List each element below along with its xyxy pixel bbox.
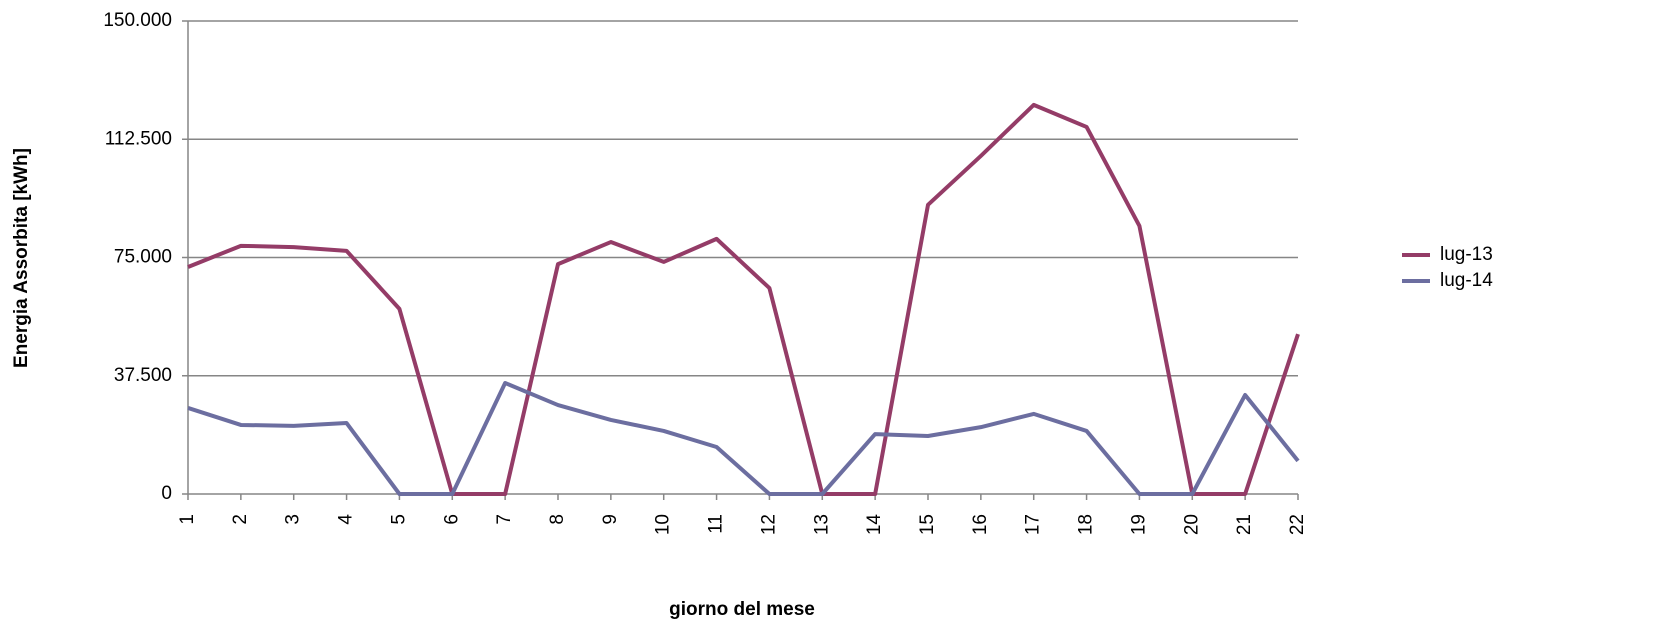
data-line	[187, 381, 1300, 496]
y-tick-label: 37.500	[114, 365, 172, 386]
x-tick-label: 9	[600, 514, 621, 525]
x-tick-label: 20	[1181, 514, 1202, 535]
x-tick-label: 18	[1076, 514, 1097, 535]
x-tick-label: 11	[706, 514, 727, 534]
x-tick-label: 10	[653, 514, 674, 535]
data-line	[187, 102, 1300, 496]
x-tick-label: 13	[811, 514, 832, 535]
x-tick-label: 14	[864, 514, 885, 536]
y-tick-label: 112.500	[105, 128, 172, 149]
x-tick-label: 2	[230, 514, 251, 525]
legend-label: lug-13	[1440, 244, 1493, 265]
x-tick-label: 17	[1023, 514, 1044, 535]
x-tick-label: 7	[494, 514, 515, 525]
x-tick-label: 1	[177, 514, 198, 525]
x-tick-label: 6	[441, 514, 462, 525]
y-tick-label: 0	[161, 483, 172, 504]
y-tick-label: 150.000	[103, 10, 172, 31]
x-tick-label: 22	[1287, 514, 1308, 535]
x-tick-label: 3	[283, 514, 304, 525]
x-tick-label: 8	[547, 514, 568, 525]
x-tick-label: 5	[388, 514, 409, 525]
x-tick-label: 16	[970, 514, 991, 535]
x-tick-label: 15	[917, 514, 938, 535]
x-tick-label: 12	[758, 514, 779, 535]
y-tick-label: 75.000	[114, 247, 172, 268]
x-tick-label: 19	[1128, 514, 1149, 535]
x-tick-label: 4	[336, 514, 357, 525]
x-tick-label: 21	[1234, 514, 1255, 535]
y-axis-title: Energia Assorbita [kWh]	[11, 148, 32, 368]
x-axis-title: giorno del mese	[669, 599, 815, 620]
legend-label: lug-14	[1440, 270, 1493, 291]
